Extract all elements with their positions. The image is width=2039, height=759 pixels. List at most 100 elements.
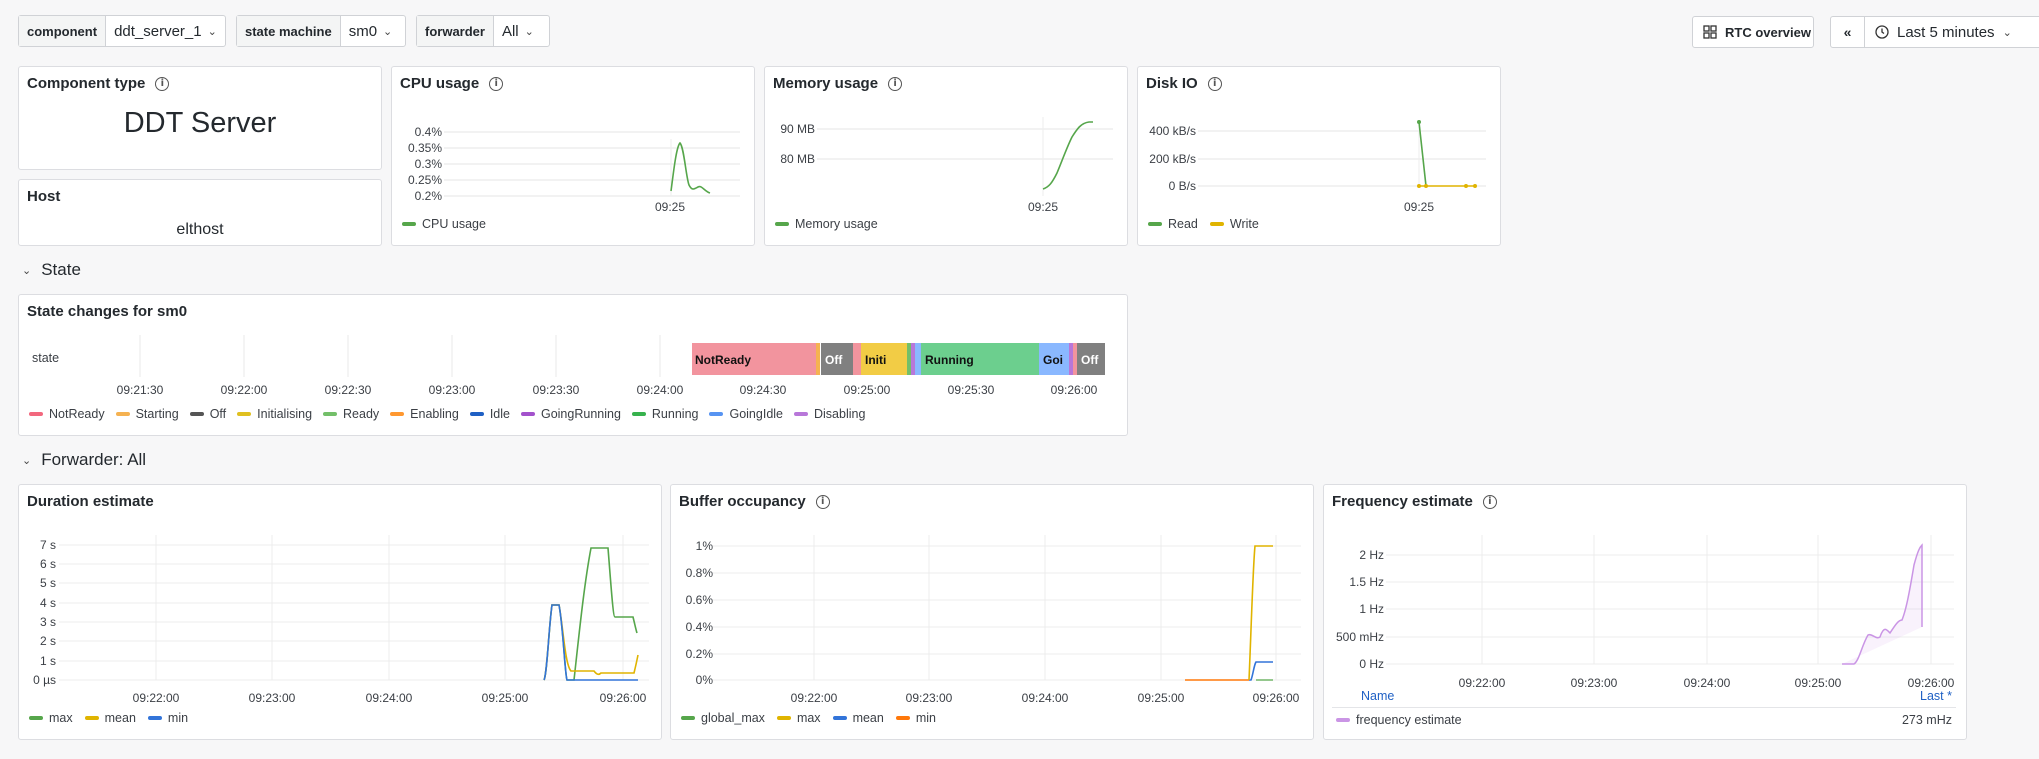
row-forwarder[interactable]: ⌄ Forwarder: All — [22, 450, 147, 469]
max-line — [1248, 545, 1273, 681]
cpu-usage-panel: CPU usage i 0.4% 0.35% 0.3% 0.25% 0.2% 09… — [391, 66, 755, 246]
y-tick: 0.2% — [415, 189, 443, 203]
legend-item[interactable]: Disabling — [794, 407, 865, 421]
state-machine-select[interactable]: sm0 ⌄ — [348, 22, 393, 40]
panel-title: Disk IO — [1146, 75, 1198, 92]
legend-header-name[interactable]: Name — [1361, 689, 1395, 703]
y-tick: 200 kB/s — [1149, 152, 1196, 166]
forwarder-label: forwarder — [417, 16, 494, 46]
forwarder-variable: forwarder All ⌄ — [416, 15, 550, 47]
component-type-panel: Component type i DDT Server — [18, 66, 382, 170]
component-label: component — [19, 16, 107, 46]
y-tick: 2 Hz — [1359, 548, 1384, 562]
legend-label: Starting — [135, 407, 179, 421]
segment-notready[interactable] — [692, 343, 816, 375]
time-back-button[interactable]: « — [1831, 17, 1865, 47]
legend-item[interactable]: Enabling — [390, 407, 459, 421]
legend-item[interactable]: Idle — [469, 407, 510, 421]
segment-off[interactable] — [821, 343, 853, 375]
state-timeline: NotReady Off Initi Running Goi Off 09:21… — [117, 335, 1105, 397]
info-icon[interactable]: i — [489, 76, 504, 91]
legend-item[interactable]: Starting — [115, 407, 179, 421]
legend-item[interactable]: Memory usage — [775, 217, 878, 231]
segment-label: Off — [825, 353, 843, 367]
legend-item[interactable]: NotReady — [29, 407, 105, 421]
legend-item[interactable]: Read — [1148, 217, 1198, 231]
legend-swatch — [631, 412, 646, 416]
time-range-button[interactable]: Last 5 minutes ⌄ — [1865, 24, 2012, 41]
legend-swatch — [29, 412, 43, 416]
y-tick: 1.5 Hz — [1349, 575, 1384, 589]
y-tick: 80 MB — [780, 152, 815, 166]
y-tick: 0.3% — [415, 157, 443, 171]
component-select[interactable]: ddt_server_1 ⌄ — [114, 22, 217, 40]
segment-off[interactable] — [1077, 343, 1105, 375]
legend-item[interactable]: CPU usage — [402, 217, 486, 231]
legend-item[interactable]: GoingIdle — [709, 407, 783, 421]
legend-label: NotReady — [49, 407, 105, 421]
min-line — [543, 604, 638, 681]
legend-item[interactable]: min — [895, 711, 936, 725]
legend: global_max max mean min — [681, 711, 936, 725]
host-panel: Host elthost — [18, 179, 382, 246]
info-icon[interactable]: i — [1482, 494, 1497, 509]
legend-header-last[interactable]: Last * — [1920, 689, 1952, 703]
x-tick: 09:23:00 — [1571, 676, 1618, 690]
legend-swatch — [390, 412, 405, 416]
chevron-down-icon: ⌄ — [2002, 26, 2012, 39]
state-machine-label: state machine — [237, 16, 341, 46]
duration-estimate-panel: Duration estimate 7 s 6 s 5 s 4 s 3 s 2 … — [18, 484, 662, 740]
legend-item[interactable]: Off — [189, 407, 226, 421]
y-tick: 0 µs — [33, 673, 56, 687]
y-tick: 3 s — [40, 615, 56, 629]
legend-item[interactable]: Ready — [323, 407, 379, 421]
y-tick: 6 s — [40, 557, 56, 571]
x-tick: 09:22:00 — [221, 383, 268, 397]
legend-item[interactable]: mean — [84, 711, 136, 725]
legend-item[interactable]: max — [776, 711, 821, 725]
legend: max mean min — [29, 711, 188, 725]
legend-item[interactable]: Write — [1209, 217, 1259, 231]
segment-goingidle[interactable] — [1039, 343, 1069, 375]
y-tick: 500 mHz — [1336, 630, 1384, 644]
y-tick: 4 s — [40, 596, 56, 610]
legend-label: Ready — [343, 407, 380, 421]
x-tick: 09:25:00 — [1138, 691, 1185, 705]
x-tick: 09:25 — [655, 200, 685, 214]
memory-usage-line — [1042, 121, 1093, 190]
segment-initialising[interactable] — [861, 343, 907, 375]
y-tick: 7 s — [40, 538, 56, 552]
row-state[interactable]: ⌄ State — [22, 260, 81, 279]
x-tick: 09:23:00 — [906, 691, 953, 705]
rtc-overview-button[interactable]: RTC overview — [1692, 16, 1814, 48]
y-tick: 0.4% — [686, 620, 714, 634]
legend-swatch — [115, 412, 130, 416]
legend-item[interactable]: Running — [631, 407, 698, 421]
y-tick: 2 s — [40, 634, 56, 648]
legend-label: Disabling — [814, 407, 866, 421]
info-icon[interactable]: i — [155, 76, 170, 91]
buffer-occupancy-panel: Buffer occupancy i 1% 0.8% 0.6% 0.4% 0.2%… — [670, 484, 1314, 740]
disk-io-chart: 400 kB/s 200 kB/s 0 B/s 09:25 — [1149, 120, 1486, 214]
legend-item[interactable]: Initialising — [237, 407, 312, 421]
y-tick: 0% — [696, 673, 714, 687]
chevron-down-icon: ⌄ — [22, 454, 32, 467]
legend-swatch — [469, 412, 484, 416]
write-point — [1464, 184, 1468, 188]
x-tick: 09:24:30 — [740, 383, 787, 397]
segment-label: NotReady — [695, 353, 751, 367]
legend-item[interactable]: frequency estimate — [1336, 713, 1462, 727]
y-tick: 0 Hz — [1359, 657, 1384, 671]
info-icon[interactable]: i — [1207, 76, 1222, 91]
legend-label: GoingIdle — [729, 407, 783, 421]
info-icon[interactable]: i — [888, 76, 903, 91]
legend-item[interactable]: global_max — [681, 711, 765, 725]
legend-item[interactable]: max — [29, 711, 73, 725]
legend-item[interactable]: GoingRunning — [520, 407, 621, 421]
forwarder-select[interactable]: All ⌄ — [501, 22, 534, 40]
legend-item[interactable]: mean — [832, 711, 884, 725]
segment-label: Running — [925, 353, 974, 367]
segment-running[interactable] — [921, 343, 1039, 375]
info-icon[interactable]: i — [815, 494, 830, 509]
legend-item[interactable]: min — [147, 711, 188, 725]
